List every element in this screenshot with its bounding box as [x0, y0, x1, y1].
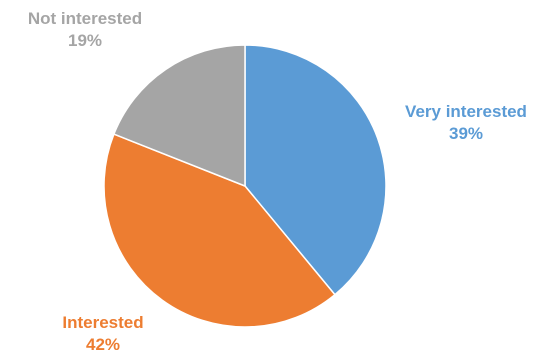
pie-slice-interested — [103, 133, 336, 328]
pie-labels: Very interested 39% Interested 42% Not inter… — [28, 9, 527, 354]
slice-value-label-not-interested: 19% — [68, 31, 102, 50]
pie-slice-not-interested — [112, 44, 246, 188]
slice-label-very-interested: Very interested — [405, 102, 527, 121]
slice-label-not-interested: Not interested — [28, 9, 142, 28]
slice-value-label-interested: 42% — [86, 335, 120, 354]
pie-slice-very-interested — [244, 44, 387, 296]
slice-value-label-very-interested: 39% — [449, 124, 483, 143]
slice-label-interested: Interested — [62, 313, 143, 332]
pie-slices — [103, 44, 387, 328]
